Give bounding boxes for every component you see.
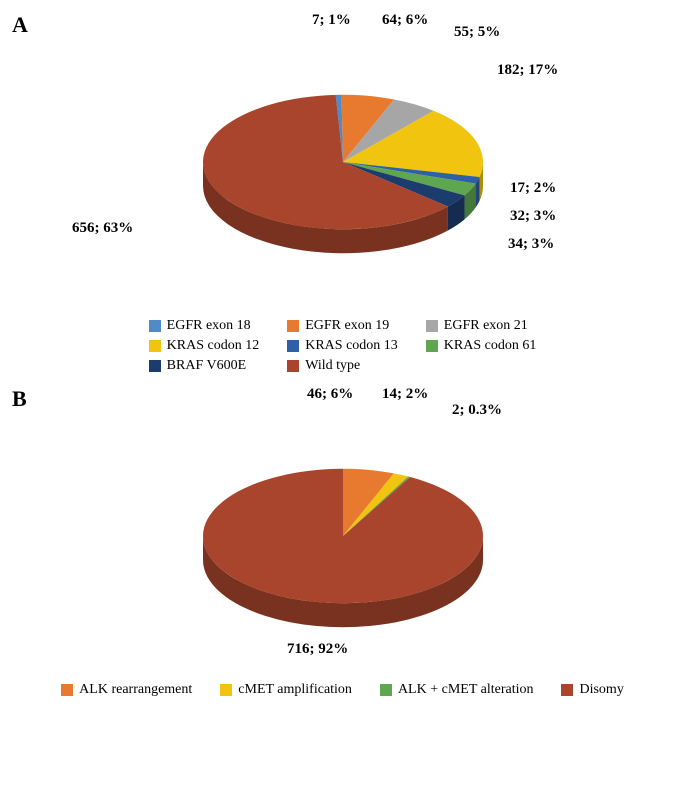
legend-b: ALK rearrangement cMET amplification ALK +… [12, 682, 673, 698]
panel-b: B 46; 6%14; 2%2; 0.3%716; 92% ALK rearra… [12, 386, 673, 698]
slice-label: 17; 2% [510, 180, 556, 197]
legend-item: KRAS codon 13 [287, 338, 398, 354]
legend-text: EGFR exon 19 [305, 318, 389, 334]
legend-swatch [426, 340, 438, 352]
slice-label: 7; 1% [312, 12, 351, 29]
slice-label: 182; 17% [497, 62, 558, 79]
slice-label: 46; 6% [307, 386, 353, 403]
legend-a: EGFR exon 18 EGFR exon 19 EGFR exon 21 KRAS… [12, 318, 673, 374]
legend-item: EGFR exon 21 [426, 318, 537, 334]
legend-item: EGFR exon 18 [149, 318, 260, 334]
legend-text: KRAS codon 13 [305, 338, 398, 354]
legend-text: EGFR exon 18 [167, 318, 251, 334]
legend-swatch [287, 360, 299, 372]
legend-text: cMET amplification [238, 682, 352, 698]
pie-chart-b [23, 386, 663, 676]
legend-swatch [561, 684, 573, 696]
legend-swatch [149, 360, 161, 372]
slice-label: 34; 3% [508, 236, 554, 253]
legend-text: Disomy [579, 682, 623, 698]
legend-item: Wild type [287, 358, 398, 374]
slice-label: 14; 2% [382, 386, 428, 403]
legend-swatch [380, 684, 392, 696]
legend-item: KRAS codon 12 [149, 338, 260, 354]
legend-text: Wild type [305, 358, 360, 374]
chart-b-holder: 46; 6% 14; 2% 2; 0.3% 716; 92% [12, 386, 673, 676]
pie-chart-a [23, 12, 663, 312]
slice-label: 656; 63% [72, 220, 133, 237]
legend-swatch [426, 320, 438, 332]
legend-item: Disomy [561, 682, 623, 698]
legend-text: KRAS codon 12 [167, 338, 260, 354]
slice-label: 32; 3% [510, 208, 556, 225]
legend-swatch [149, 320, 161, 332]
panel-a: A 7; 1%64; 6%55; 5%182; 17%17; 2%32; 3%3… [12, 12, 673, 374]
legend-text: EGFR exon 21 [444, 318, 528, 334]
legend-text: ALK rearrangement [79, 682, 192, 698]
legend-text: BRAF V600E [167, 358, 246, 374]
pie-slice [203, 469, 483, 603]
legend-text: ALK + cMET alteration [398, 682, 534, 698]
legend-text: KRAS codon 61 [444, 338, 537, 354]
legend-item: BRAF V600E [149, 358, 260, 374]
slice-label: 716; 92% [287, 641, 348, 658]
legend-swatch [149, 340, 161, 352]
legend-swatch [287, 340, 299, 352]
legend-swatch [61, 684, 73, 696]
slice-label: 2; 0.3% [452, 402, 502, 419]
chart-a-holder: 7; 1% 64; 6% 55; 5% 182; 17% 17; 2% 32; 3% 34;… [12, 12, 673, 312]
legend-swatch [220, 684, 232, 696]
legend-item: ALK rearrangement [61, 682, 192, 698]
slice-label: 55; 5% [454, 24, 500, 41]
slice-label: 64; 6% [382, 12, 428, 29]
legend-item: EGFR exon 19 [287, 318, 398, 334]
legend-swatch [287, 320, 299, 332]
legend-item: ALK + cMET alteration [380, 682, 534, 698]
legend-item: KRAS codon 61 [426, 338, 537, 354]
legend-item: cMET amplification [220, 682, 352, 698]
